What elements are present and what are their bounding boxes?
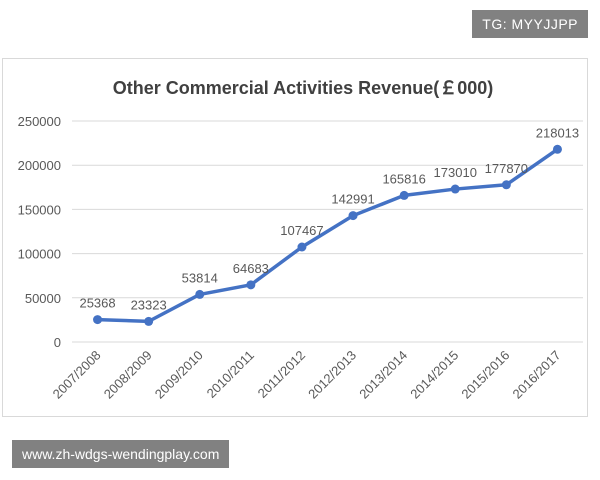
data-label: 177870: [485, 161, 528, 176]
gridlines: [72, 120, 583, 343]
x-axis-ticks: 2007/20082008/20092009/20102010/20112011…: [50, 348, 564, 402]
x-tick-label: 2012/2013: [305, 348, 359, 402]
data-point: [144, 316, 154, 326]
series-line: [95, 147, 560, 324]
x-tick-label: 2016/2017: [510, 348, 564, 402]
data-point: [297, 242, 307, 252]
data-point: [450, 184, 460, 194]
data-point: [246, 280, 256, 290]
data-point: [93, 315, 103, 325]
y-tick-label: 250000: [18, 114, 61, 129]
watermark-top: TG: MYYJJPP: [472, 10, 588, 38]
data-label: 23323: [131, 297, 167, 312]
line-chart: Other Commercial Activities Revenue(￡000…: [18, 78, 583, 402]
data-point: [348, 211, 358, 221]
data-label: 53814: [182, 270, 218, 285]
y-tick-label: 0: [54, 335, 61, 350]
data-label: 165816: [382, 171, 425, 186]
y-tick-label: 150000: [18, 202, 61, 217]
data-point: [195, 289, 205, 299]
y-tick-label: 200000: [18, 158, 61, 173]
x-tick-label: 2010/2011: [204, 348, 257, 401]
y-tick-label: 100000: [18, 247, 61, 262]
x-tick-label: 2015/2016: [458, 348, 512, 402]
series-line: [93, 144, 562, 326]
watermark-bottom: www.zh-wdgs-wendingplay.com: [12, 440, 230, 468]
chart-title: Other Commercial Activities Revenue(￡000…: [113, 78, 493, 98]
y-tick-label: 50000: [25, 291, 61, 306]
x-tick-label: 2014/2015: [407, 348, 461, 402]
data-label: 107467: [280, 223, 323, 238]
data-labels: 25368 23323 53814 64683 107467 142991 165816 17…: [79, 125, 579, 312]
x-tick-label: 2007/2008: [50, 348, 104, 402]
data-label: 64683: [233, 261, 269, 276]
data-label: 142991: [331, 192, 374, 207]
data-label: 25368: [79, 296, 115, 311]
x-tick-label: 2011/2012: [255, 348, 308, 401]
data-point: [501, 180, 511, 190]
x-tick-label: 2008/2009: [101, 348, 155, 402]
data-label: 173010: [434, 165, 477, 180]
y-axis-ticks: 0 50000 100000 150000 200000 250000: [18, 114, 61, 350]
data-point: [399, 190, 409, 200]
chart-frame: Other Commercial Activities Revenue(￡000…: [2, 58, 588, 417]
data-point: [552, 144, 562, 154]
data-label: 218013: [536, 125, 579, 140]
x-tick-label: 2009/2010: [152, 348, 206, 402]
x-tick-label: 2013/2014: [356, 348, 410, 402]
